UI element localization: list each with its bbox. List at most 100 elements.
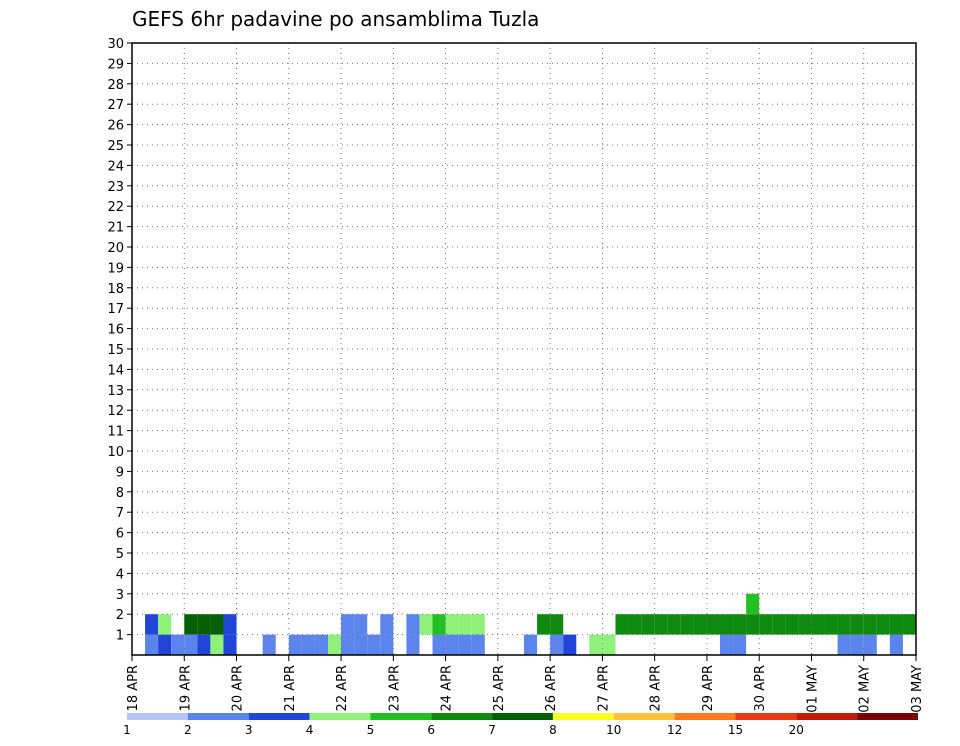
heat-cell (811, 614, 825, 635)
y-tick-label: 20 (107, 241, 124, 256)
grid-layer (132, 42, 916, 655)
heat-cell (824, 614, 838, 635)
heat-cell (445, 634, 459, 655)
heat-cell (837, 614, 851, 635)
heat-cell (706, 614, 720, 635)
heat-cell (314, 634, 328, 655)
y-axis: 1234567891011121314151617181920212223242… (107, 37, 132, 644)
colorbar-swatch (674, 713, 736, 720)
y-tick-label: 18 (107, 282, 124, 297)
y-tick-label: 4 (116, 567, 124, 582)
y-tick-label: 26 (107, 119, 124, 134)
heat-cell (171, 634, 185, 655)
heat-cell (419, 614, 433, 635)
heat-cell (223, 634, 237, 655)
y-tick-label: 8 (116, 486, 124, 501)
heat-cell (550, 634, 564, 655)
colorbar-swatch (309, 713, 371, 720)
heat-cell (354, 634, 368, 655)
heat-cell (210, 614, 224, 635)
heat-cell (693, 614, 707, 635)
x-tick-label: 25 APR (492, 665, 507, 711)
colorbar-swatch (492, 713, 553, 720)
colorbar-swatch (552, 713, 614, 720)
y-tick-label: 27 (107, 98, 124, 113)
y-tick-label: 19 (107, 261, 124, 276)
heat-cell (471, 634, 485, 655)
heat-cell (733, 614, 747, 635)
y-tick-label: 5 (116, 547, 124, 562)
heat-cell (798, 614, 812, 635)
y-tick-label: 16 (107, 323, 124, 338)
heat-cell (850, 634, 864, 655)
y-tick-label: 25 (107, 139, 124, 154)
heat-cell (720, 614, 734, 635)
y-tick-label: 14 (107, 363, 124, 378)
heat-cell (589, 634, 603, 655)
heat-cell (197, 634, 211, 655)
heat-cell (902, 614, 916, 635)
colorbar-swatch (796, 713, 858, 720)
heat-cell (733, 634, 747, 655)
colorbar-label: 1 (123, 723, 131, 737)
y-tick-label: 30 (107, 37, 124, 52)
x-tick-label: 23 APR (387, 665, 402, 711)
heat-cell (863, 614, 877, 635)
colorbar-swatch (735, 713, 797, 720)
heat-cell (772, 614, 786, 635)
heat-cell (445, 614, 459, 635)
plot-frame (131, 42, 917, 656)
x-tick-label: 28 APR (649, 665, 664, 711)
colorbar-label: 10 (606, 723, 621, 737)
colorbar-label: 6 (427, 723, 435, 737)
colorbar-swatch (857, 713, 918, 720)
colorbar-label: 15 (728, 723, 743, 737)
heat-cell (615, 614, 629, 635)
heat-cell (197, 614, 211, 635)
y-tick-label: 10 (107, 445, 124, 460)
y-tick-label: 6 (116, 527, 124, 542)
heat-cell (262, 634, 276, 655)
heat-cell (406, 614, 420, 635)
colorbar-label: 2 (184, 723, 192, 737)
y-tick-label: 2 (116, 608, 124, 623)
heat-cell (367, 634, 381, 655)
colorbar-label: 8 (549, 723, 557, 737)
colorbar-swatch (431, 713, 493, 720)
heat-cell (537, 614, 551, 635)
y-tick-label: 24 (107, 159, 124, 174)
x-tick-label: 22 APR (335, 665, 350, 711)
colorbar-swatch (248, 713, 310, 720)
y-tick-label: 1 (116, 629, 124, 644)
y-tick-label: 21 (107, 221, 124, 236)
x-tick-label: 27 APR (596, 665, 611, 711)
x-tick-label: 19 APR (178, 665, 193, 711)
heat-cell (524, 634, 538, 655)
y-tick-label: 28 (107, 78, 124, 93)
x-tick-label: 20 APR (231, 665, 246, 711)
colorbar-swatch (127, 713, 188, 720)
x-axis: 18 APR 19 APR 20 APR 21 APR 22 APR 23 APR 24 A… (126, 655, 925, 713)
heat-cell (184, 634, 198, 655)
colorbar-swatch (613, 713, 675, 720)
heat-cell (458, 634, 472, 655)
heat-cell (680, 614, 694, 635)
chart-title: GEFS 6hr padavine po ansamblima Tuzla (132, 7, 539, 31)
heat-cell (432, 634, 446, 655)
y-tick-label: 17 (107, 302, 124, 317)
heat-cell (158, 614, 172, 635)
heat-cell (720, 634, 734, 655)
heat-cell (288, 634, 302, 655)
x-tick-label: 01 MAY (805, 665, 820, 713)
colorbar-label: 7 (488, 723, 496, 737)
y-tick-label: 9 (116, 465, 124, 480)
heat-cell (889, 634, 903, 655)
y-tick-label: 29 (107, 57, 124, 72)
colorbar-label: 20 (789, 723, 804, 737)
heat-cell (602, 634, 616, 655)
colorbar-label: 3 (245, 723, 253, 737)
heat-cell (850, 614, 864, 635)
heat-cell (210, 634, 224, 655)
heat-cell (145, 614, 159, 635)
